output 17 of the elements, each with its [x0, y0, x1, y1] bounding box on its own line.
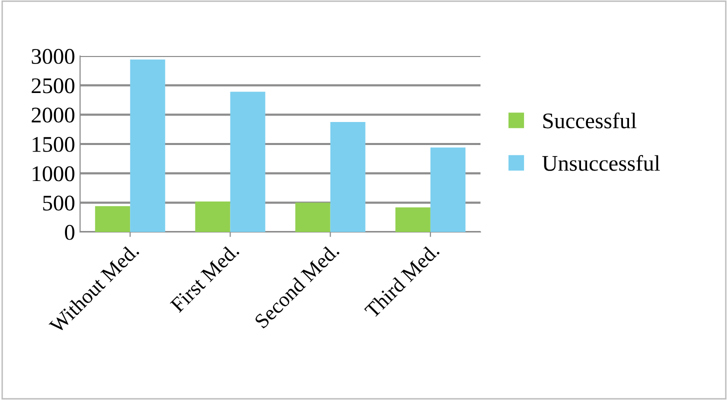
- y-tick-label: 0: [64, 224, 74, 240]
- legend-label: Unsuccessful: [542, 155, 660, 171]
- bar: [295, 202, 330, 232]
- bar: [130, 60, 166, 232]
- y-tick-label: 1000: [32, 166, 74, 182]
- bar: [395, 207, 430, 232]
- bar: [95, 206, 130, 232]
- legend-label: Successful: [543, 112, 636, 128]
- bar: [195, 201, 230, 232]
- y-tick-label: 3000: [32, 48, 74, 64]
- y-tick-label: 2000: [32, 108, 74, 123]
- y-tick-label: 1500: [32, 136, 74, 152]
- bar: [330, 122, 366, 232]
- bar: [230, 92, 266, 232]
- bar: [430, 148, 466, 232]
- y-tick-label: 2500: [32, 78, 74, 94]
- y-tick-label: 500: [43, 196, 74, 211]
